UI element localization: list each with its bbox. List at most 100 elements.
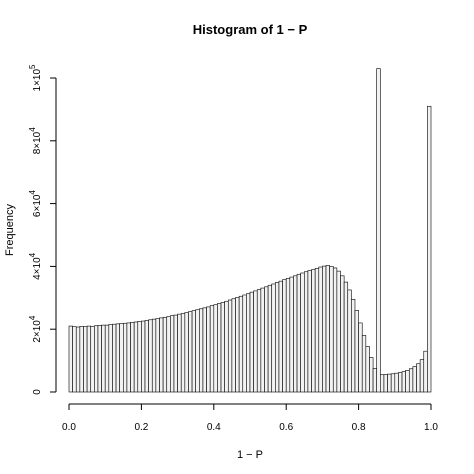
histogram-bar	[170, 315, 175, 393]
histogram-bar	[217, 303, 222, 393]
x-tick-label: 0.8	[352, 422, 366, 433]
x-tick-label: 0.2	[134, 422, 148, 433]
histogram-bar	[162, 316, 168, 393]
y-axis: 0 2×104 4×104 6×104 8×104 1×105	[28, 64, 57, 395]
histogram-bar	[79, 326, 84, 393]
histogram-bar	[213, 304, 218, 393]
histogram-bar	[104, 324, 110, 393]
histogram-bar	[369, 357, 374, 393]
histogram-bar	[199, 308, 204, 393]
histogram-bar	[264, 286, 269, 393]
histogram-bar	[260, 287, 265, 393]
y-tick-label: 2×104	[28, 315, 43, 343]
histogram-bar	[246, 293, 251, 393]
histogram-bar	[325, 265, 330, 393]
histogram-bar	[372, 368, 377, 393]
histogram-bar	[115, 323, 120, 393]
histogram-bar	[137, 321, 142, 393]
histogram-bar	[289, 276, 294, 393]
histogram-bar	[188, 311, 193, 393]
histogram-bars	[68, 68, 432, 393]
x-axis-label: 1 − P	[237, 449, 263, 461]
histogram-bar	[419, 359, 425, 393]
histogram-bar	[365, 346, 370, 393]
histogram-bar	[224, 300, 229, 393]
histogram-bar	[238, 295, 244, 393]
histogram-bar	[343, 281, 349, 393]
histogram-bar	[322, 265, 327, 393]
histogram-bar	[159, 317, 164, 393]
histogram-bar	[83, 326, 88, 393]
histogram-bar	[256, 289, 262, 393]
histogram-bar	[314, 267, 320, 393]
histogram-bar	[90, 326, 95, 393]
histogram-bar	[329, 266, 334, 393]
histogram-bar	[354, 310, 359, 393]
histogram-bar	[336, 270, 341, 393]
histogram-bar	[141, 320, 146, 393]
histogram-bar	[267, 284, 273, 393]
histogram-bar	[401, 371, 406, 393]
y-tick-label: 6×104	[28, 190, 43, 218]
histogram-bar	[86, 325, 92, 393]
histogram-bar	[347, 289, 352, 393]
histogram-bar	[101, 324, 106, 393]
histogram-bar	[394, 372, 399, 393]
histogram-bar	[195, 309, 200, 393]
histogram-bar	[405, 370, 410, 393]
histogram-bar	[300, 272, 305, 393]
histogram-bar	[253, 290, 258, 393]
histogram-bar	[242, 294, 247, 393]
histogram-bar	[148, 319, 153, 393]
y-tick-label: 0	[32, 389, 43, 395]
histogram-bar	[275, 282, 280, 393]
histogram-bar	[358, 322, 363, 393]
histogram-bar	[249, 291, 254, 393]
histogram-bar	[427, 105, 432, 393]
histogram-bar	[271, 283, 276, 393]
histogram-bar	[166, 316, 171, 393]
histogram-bar	[68, 325, 73, 393]
histogram-bar	[303, 271, 309, 393]
x-tick-label: 0.0	[62, 422, 76, 433]
histogram-bar	[278, 280, 283, 393]
histogram-bar	[130, 321, 135, 393]
histogram-bar	[180, 313, 186, 393]
histogram-bar	[227, 299, 233, 393]
y-tick-label: 4×104	[28, 252, 43, 280]
histogram-bar	[119, 323, 124, 393]
histogram-bar	[416, 363, 421, 393]
histogram-bar	[311, 269, 316, 393]
chart-title: Histogram of 1 − P	[193, 22, 308, 37]
histogram-bar	[112, 323, 117, 393]
y-tick-label: 8×104	[28, 127, 43, 155]
x-axis: 0.0 0.2 0.4 0.6 0.8 1.0	[62, 403, 438, 433]
histogram-bar	[390, 373, 396, 393]
histogram-bar	[151, 318, 157, 393]
histogram-bar	[380, 374, 385, 393]
histogram-bar	[94, 325, 99, 393]
histogram-bar	[133, 321, 139, 393]
histogram-bar	[307, 270, 312, 393]
histogram-bar	[361, 335, 367, 393]
histogram-bar	[108, 324, 113, 393]
x-tick-label: 0.6	[279, 422, 293, 433]
histogram-bar	[184, 312, 189, 393]
histogram-bar	[376, 68, 381, 393]
histogram-bar	[97, 325, 102, 393]
histogram-bar	[340, 275, 345, 393]
histogram-bar	[332, 267, 338, 393]
histogram-bar	[351, 299, 356, 393]
histogram-bar	[387, 373, 392, 393]
histogram-bar	[231, 298, 236, 393]
x-tick-label: 1.0	[424, 422, 438, 433]
histogram-bar	[206, 306, 211, 393]
histogram-bar	[144, 320, 149, 393]
histogram-bar	[75, 326, 81, 393]
histogram-bar	[408, 368, 414, 393]
histogram-bar	[235, 297, 240, 393]
histogram-bar	[412, 366, 417, 393]
histogram-bar	[72, 326, 77, 393]
histogram-bar	[282, 279, 287, 393]
